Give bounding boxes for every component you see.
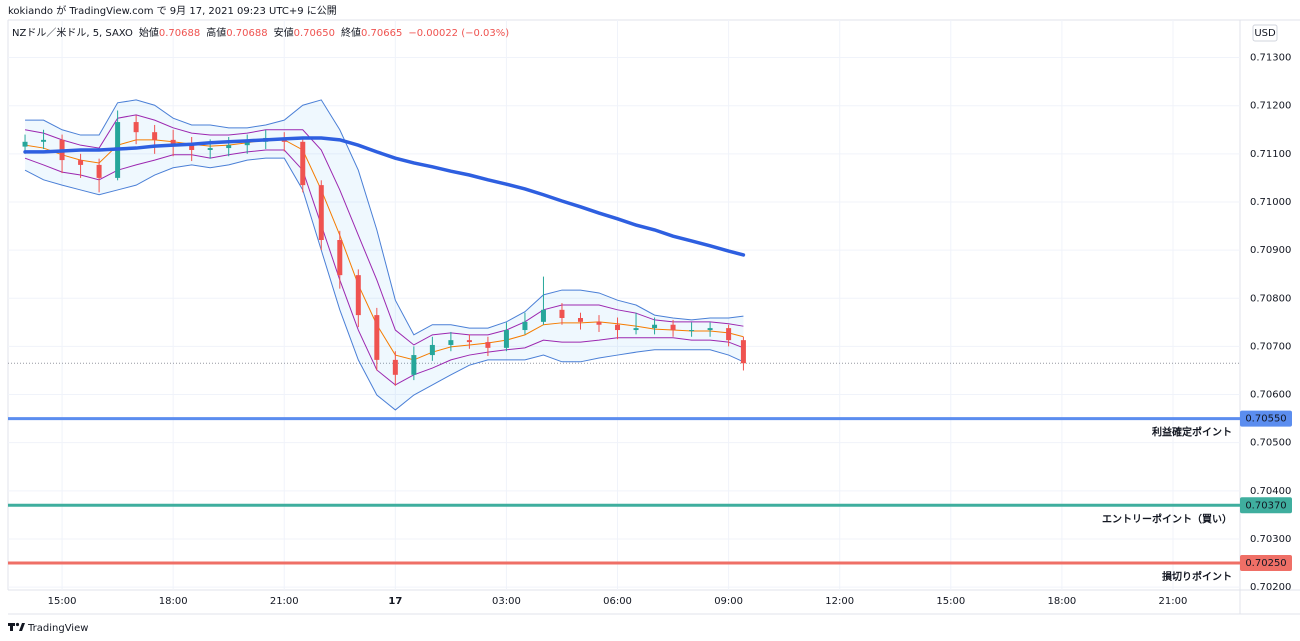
candle-body (318, 185, 324, 241)
candle-body (22, 141, 28, 147)
x-tick-label: 17 (388, 596, 402, 607)
candle-body (207, 148, 213, 150)
candle-body (466, 340, 472, 343)
candle-body (726, 328, 732, 341)
y-tick-label: 0.70700 (1250, 341, 1291, 352)
candle-body (448, 340, 454, 345)
x-tick-label: 03:00 (492, 596, 521, 607)
band-line (24, 157, 744, 411)
x-tick-label: 12:00 (825, 596, 854, 607)
x-tick-label: 06:00 (603, 596, 632, 607)
y-tick-label: 0.70500 (1250, 438, 1291, 449)
y-tick-label: 0.70600 (1250, 390, 1291, 401)
x-tick-label: 15:00 (48, 596, 77, 607)
level-label: エントリーポイント（買い） (1102, 512, 1232, 525)
legend-change: −0.00022 (−0.03%) (408, 28, 509, 39)
y-tick-label: 0.71100 (1250, 149, 1291, 160)
legend-line: NZドル／米ドル, 5, SAXO 始値0.70688 高値0.70688 安値0.7… (12, 26, 509, 39)
candle-body (355, 275, 361, 316)
band-line (25, 99, 744, 336)
candle-body (411, 355, 417, 375)
tv-logo (8, 622, 25, 631)
band-fill (25, 99, 744, 410)
candle-body (670, 324, 676, 331)
y-tick-label: 0.71300 (1250, 53, 1291, 64)
legend-field-label: 安値 (274, 26, 294, 39)
legend-field-value: 0.70650 (294, 28, 335, 39)
x-tick-label: 21:00 (1159, 596, 1188, 607)
price-tag-label: 0.70550 (1245, 414, 1286, 425)
currency-box (1252, 24, 1278, 42)
price-tag (1240, 497, 1292, 514)
candle-body (374, 315, 380, 360)
candle-body (503, 330, 509, 348)
legend-symbol: NZドル／米ドル, 5, SAXO (12, 26, 133, 39)
y-tick-label: 0.70200 (1250, 582, 1291, 593)
legend-field-label: 高値 (206, 26, 226, 39)
y-tick-label: 0.71200 (1250, 101, 1291, 112)
logo-part (19, 623, 25, 631)
candle-body (707, 328, 713, 331)
indicator-line (24, 149, 744, 386)
price-tag (1240, 555, 1292, 572)
candle-body (689, 330, 695, 332)
indicator-line (24, 114, 744, 346)
logo-part (15, 622, 20, 627)
y-tick-label: 0.70400 (1250, 486, 1291, 497)
legend-field-value: 0.70688 (159, 28, 200, 39)
y-tick-label: 0.70900 (1250, 245, 1291, 256)
level-label: 利益確定ポイント (1152, 426, 1232, 439)
candle-body (78, 160, 84, 165)
x-tick-label: 18:00 (159, 596, 188, 607)
candle-body (133, 122, 139, 133)
candle-body (170, 139, 176, 146)
legend-field-value: 0.70665 (361, 28, 402, 39)
legend-field-value: 0.70688 (226, 28, 267, 39)
candle-body (633, 328, 639, 331)
candle-body (652, 324, 658, 329)
indicator-line (24, 139, 744, 361)
price-tag-label: 0.70250 (1245, 558, 1286, 569)
candle-body (540, 309, 546, 322)
candle-body (300, 141, 306, 186)
candle-body (152, 132, 158, 140)
y-tick-label: 0.70300 (1250, 534, 1291, 545)
candle-body (615, 324, 621, 331)
candle-body (244, 141, 250, 146)
candle-body (740, 340, 746, 364)
candle-body (485, 342, 491, 348)
brand: TradingView (27, 623, 88, 634)
price-tag (1240, 410, 1292, 427)
candle-body (189, 145, 195, 150)
candle-body (96, 164, 102, 178)
candle-body (41, 139, 47, 142)
level-label: 損切りポイント (1162, 570, 1232, 583)
x-tick-label: 09:00 (714, 596, 743, 607)
candle-body (226, 145, 232, 149)
y-tick-label: 0.71000 (1250, 197, 1291, 208)
legend-field-label: 終値 (341, 26, 361, 39)
logo-part (10, 623, 13, 631)
x-tick-label: 21:00 (270, 596, 299, 607)
currency: USD (1254, 28, 1276, 39)
candle-body (337, 240, 343, 276)
candle-body (577, 317, 583, 322)
y-tick-label: 0.70800 (1250, 293, 1291, 304)
price-tag-label: 0.70370 (1245, 500, 1286, 511)
candle-body (429, 344, 435, 356)
x-tick-label: 18:00 (1047, 596, 1076, 607)
candle-body (392, 359, 398, 375)
publish-header: kokiando が TradingView.com で 9月 17, 2021… (8, 4, 337, 17)
candle-body (522, 321, 528, 331)
candle-body (559, 309, 565, 318)
candle-body (596, 321, 602, 325)
legend-field-label: 始値 (139, 26, 159, 39)
x-tick-label: 15:00 (936, 596, 965, 607)
moving-average (23, 136, 746, 257)
